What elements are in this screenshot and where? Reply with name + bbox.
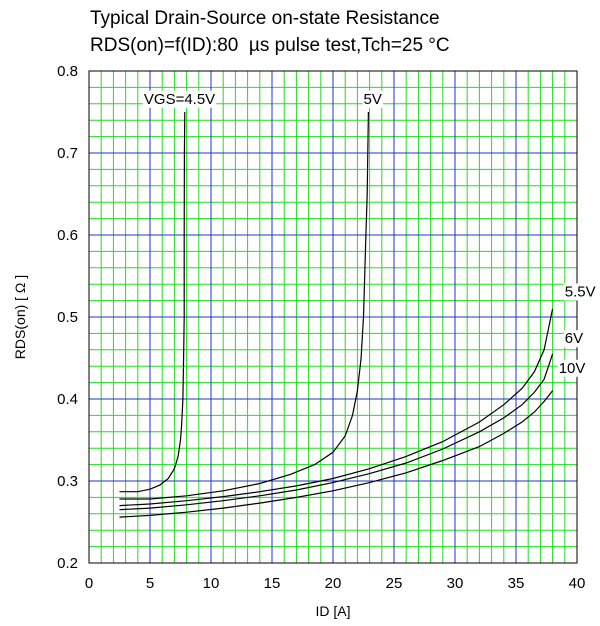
x-tick-label: 5 bbox=[146, 575, 154, 592]
series-label-bg bbox=[563, 330, 585, 348]
x-tick-label: 10 bbox=[203, 575, 220, 592]
series-label: 5V bbox=[364, 91, 382, 108]
series-label: VGS=4.5V bbox=[144, 91, 215, 108]
series-line bbox=[119, 111, 186, 493]
chart-title: Typical Drain-Source on-state Resistance bbox=[90, 8, 440, 29]
y-tick-label: 0.6 bbox=[57, 227, 78, 244]
series-line bbox=[119, 390, 554, 518]
y-tick-label: 0.8 bbox=[57, 63, 78, 80]
plot-frame bbox=[88, 70, 578, 564]
series-label-bg bbox=[142, 90, 217, 108]
x-tick-label: 25 bbox=[386, 575, 403, 592]
x-tick-label: 20 bbox=[325, 575, 342, 592]
y-tick-label: 0.5 bbox=[57, 309, 78, 326]
x-axis-label: ID [A] bbox=[315, 603, 350, 619]
series-label-bg bbox=[563, 283, 597, 301]
series-label: 5.5V bbox=[565, 284, 596, 301]
series-line bbox=[119, 353, 554, 511]
y-tick-label: 0.4 bbox=[57, 391, 78, 408]
x-tick-label: 15 bbox=[264, 575, 281, 592]
x-tick-labels: 0 5 10 15 20 25 30 35 40 bbox=[85, 575, 586, 592]
x-tick-label: 40 bbox=[569, 575, 586, 592]
chart-subtitle: RDS(on)=f(ID):80 µs pulse test,Tch=25 °C bbox=[90, 35, 450, 56]
series-label-bg bbox=[557, 359, 587, 377]
series-line bbox=[119, 308, 554, 507]
y-tick-label: 0.2 bbox=[57, 555, 78, 572]
curve-labels: VGS=4.5V 5V 5.5V 6V 10V bbox=[142, 90, 597, 377]
curves bbox=[119, 111, 554, 518]
series-label-bg bbox=[362, 90, 383, 108]
y-tick-label: 0.7 bbox=[57, 145, 78, 162]
y-tick-labels: 0.2 0.3 0.4 0.5 0.6 0.7 0.8 bbox=[57, 63, 78, 572]
x-tick-label: 0 bbox=[85, 575, 93, 592]
series-label: 6V bbox=[565, 330, 583, 347]
y-tick-label: 0.3 bbox=[57, 473, 78, 490]
series-line bbox=[119, 111, 369, 500]
y-axis-label: RDS(on) [ Ω ] bbox=[12, 275, 28, 359]
series-label: 10V bbox=[559, 360, 586, 377]
x-tick-label: 35 bbox=[508, 575, 525, 592]
x-tick-label: 30 bbox=[447, 575, 464, 592]
